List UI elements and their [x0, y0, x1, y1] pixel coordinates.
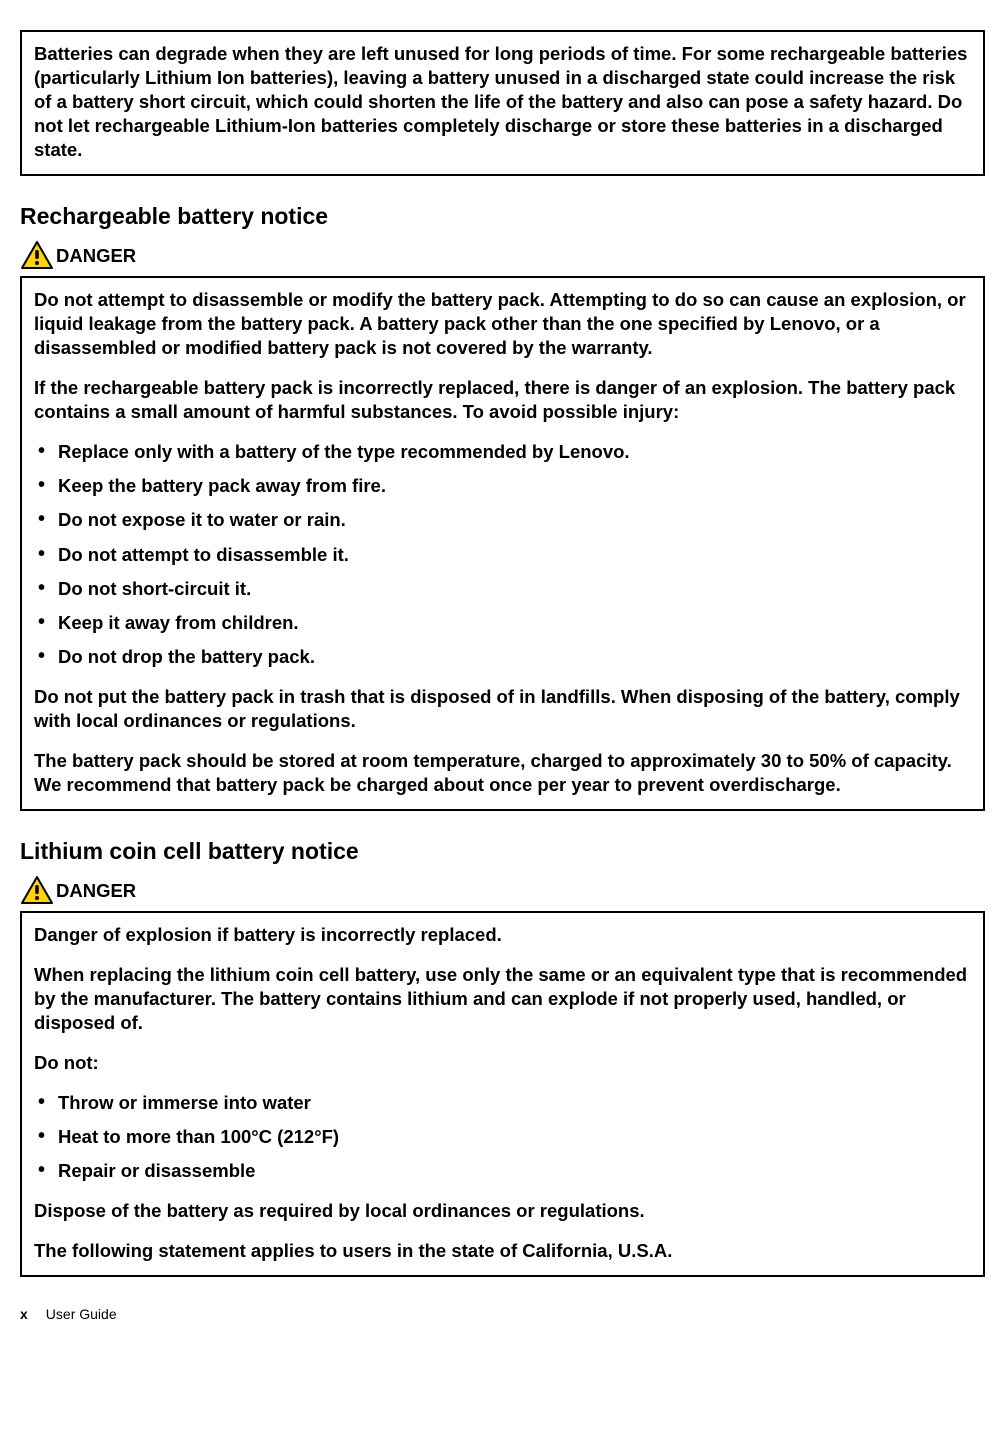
section1-p3: Do not put the battery pack in trash tha…: [34, 685, 971, 733]
warning-triangle-icon: [20, 875, 54, 905]
page-footer: x User Guide: [20, 1305, 985, 1323]
section2-danger-row: DANGER: [20, 875, 985, 905]
intro-text: Batteries can degrade when they are left…: [34, 43, 967, 160]
section1-warning-box: Do not attempt to disassemble or modify …: [20, 276, 985, 811]
section2-p1: Danger of explosion if battery is incorr…: [34, 923, 971, 947]
section1-p2: If the rechargeable battery pack is inco…: [34, 376, 971, 424]
section2-p4: Dispose of the battery as required by lo…: [34, 1199, 971, 1223]
section2-p5: The following statement applies to users…: [34, 1239, 971, 1263]
section2-p3: Do not:: [34, 1051, 971, 1075]
list-item: Do not expose it to water or rain.: [34, 508, 971, 532]
footer-page-number: x: [20, 1305, 28, 1323]
warning-triangle-icon: [20, 240, 54, 270]
section2-heading: Lithium coin cell battery notice: [20, 837, 985, 867]
section1-danger-label: DANGER: [56, 244, 136, 270]
section1-p1: Do not attempt to disassemble or modify …: [34, 288, 971, 360]
list-item: Repair or disassemble: [34, 1159, 971, 1183]
list-item: Keep the battery pack away from fire.: [34, 474, 971, 498]
section1-bullet-list: Replace only with a battery of the type …: [34, 440, 971, 668]
section1-heading: Rechargeable battery notice: [20, 202, 985, 232]
section1-danger-row: DANGER: [20, 240, 985, 270]
list-item: Do not drop the battery pack.: [34, 645, 971, 669]
section2-bullet-list: Throw or immerse into water Heat to more…: [34, 1091, 971, 1183]
section2-danger-label: DANGER: [56, 879, 136, 905]
list-item: Heat to more than 100°C (212°F): [34, 1125, 971, 1149]
list-item: Do not attempt to disassemble it.: [34, 543, 971, 567]
section2-p2: When replacing the lithium coin cell bat…: [34, 963, 971, 1035]
footer-title: User Guide: [46, 1305, 117, 1323]
section1-p4: The battery pack should be stored at roo…: [34, 749, 971, 797]
intro-warning-box: Batteries can degrade when they are left…: [20, 30, 985, 176]
list-item: Do not short-circuit it.: [34, 577, 971, 601]
section2-warning-box: Danger of explosion if battery is incorr…: [20, 911, 985, 1277]
list-item: Keep it away from children.: [34, 611, 971, 635]
list-item: Replace only with a battery of the type …: [34, 440, 971, 464]
list-item: Throw or immerse into water: [34, 1091, 971, 1115]
